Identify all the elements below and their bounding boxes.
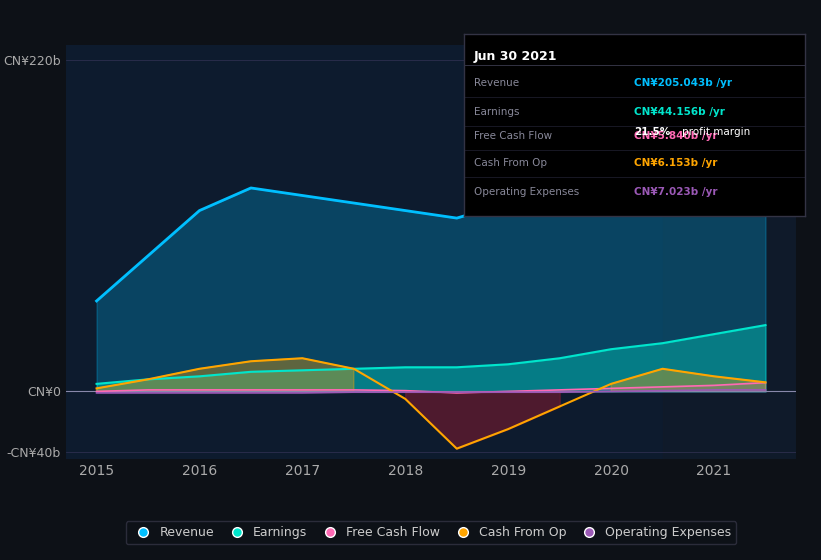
Text: CN¥205.043b /yr: CN¥205.043b /yr (635, 78, 732, 88)
Text: Earnings: Earnings (474, 107, 520, 117)
Text: CN¥44.156b /yr: CN¥44.156b /yr (635, 107, 725, 117)
Legend: Revenue, Earnings, Free Cash Flow, Cash From Op, Operating Expenses: Revenue, Earnings, Free Cash Flow, Cash … (126, 521, 736, 544)
Text: profit margin: profit margin (682, 127, 750, 137)
Text: Free Cash Flow: Free Cash Flow (474, 130, 553, 141)
Text: CN¥5.840b /yr: CN¥5.840b /yr (635, 130, 718, 141)
Text: Operating Expenses: Operating Expenses (474, 187, 580, 197)
Text: Cash From Op: Cash From Op (474, 158, 547, 168)
Text: Revenue: Revenue (474, 78, 519, 88)
Text: CN¥6.153b /yr: CN¥6.153b /yr (635, 158, 718, 168)
Text: 21.5%: 21.5% (635, 127, 671, 137)
Text: Jun 30 2021: Jun 30 2021 (474, 50, 557, 63)
Bar (663, 45, 796, 459)
Text: CN¥7.023b /yr: CN¥7.023b /yr (635, 187, 718, 197)
